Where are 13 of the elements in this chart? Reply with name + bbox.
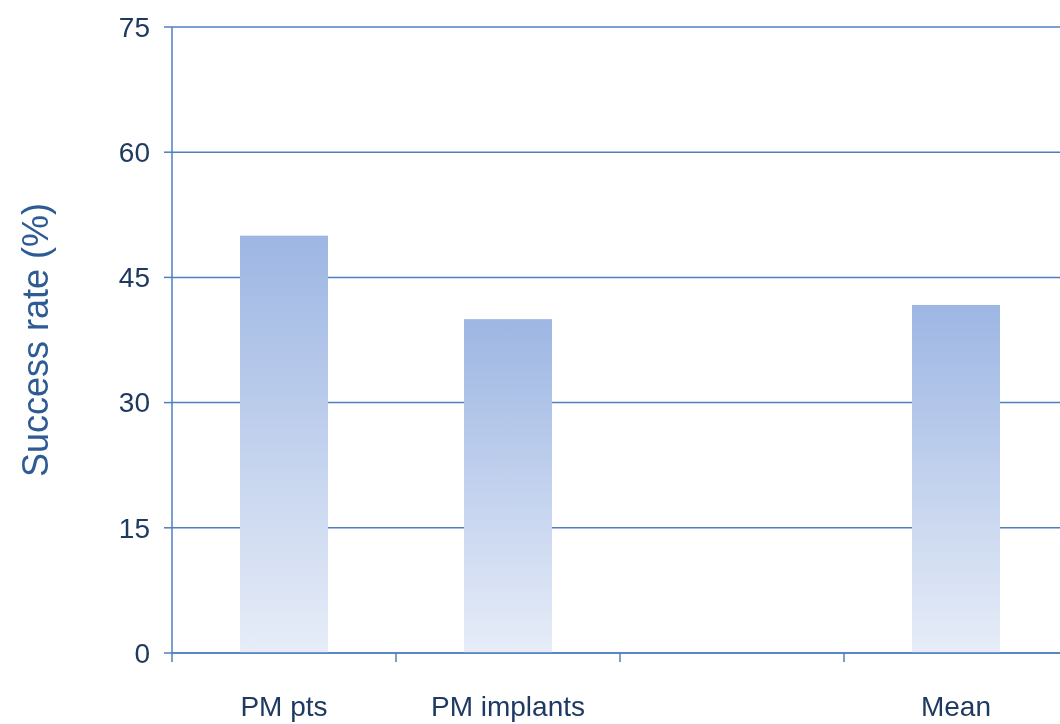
y-tick-label: 45 — [118, 262, 150, 294]
x-tick-label: PM pts — [240, 691, 328, 722]
x-tick-label: Mean — [920, 691, 992, 722]
y-tick-label: 75 — [118, 11, 150, 43]
bar — [240, 235, 328, 653]
y-tick-label: 15 — [118, 512, 150, 544]
bar — [464, 319, 552, 653]
bar — [912, 304, 1000, 653]
y-tick-label: 0 — [134, 637, 150, 669]
y-tick-label: 60 — [118, 137, 150, 168]
x-tick-label: PM implants — [430, 691, 586, 722]
y-tick-label: 30 — [118, 387, 150, 419]
y-axis-title: Success rate (%) — [15, 202, 56, 478]
